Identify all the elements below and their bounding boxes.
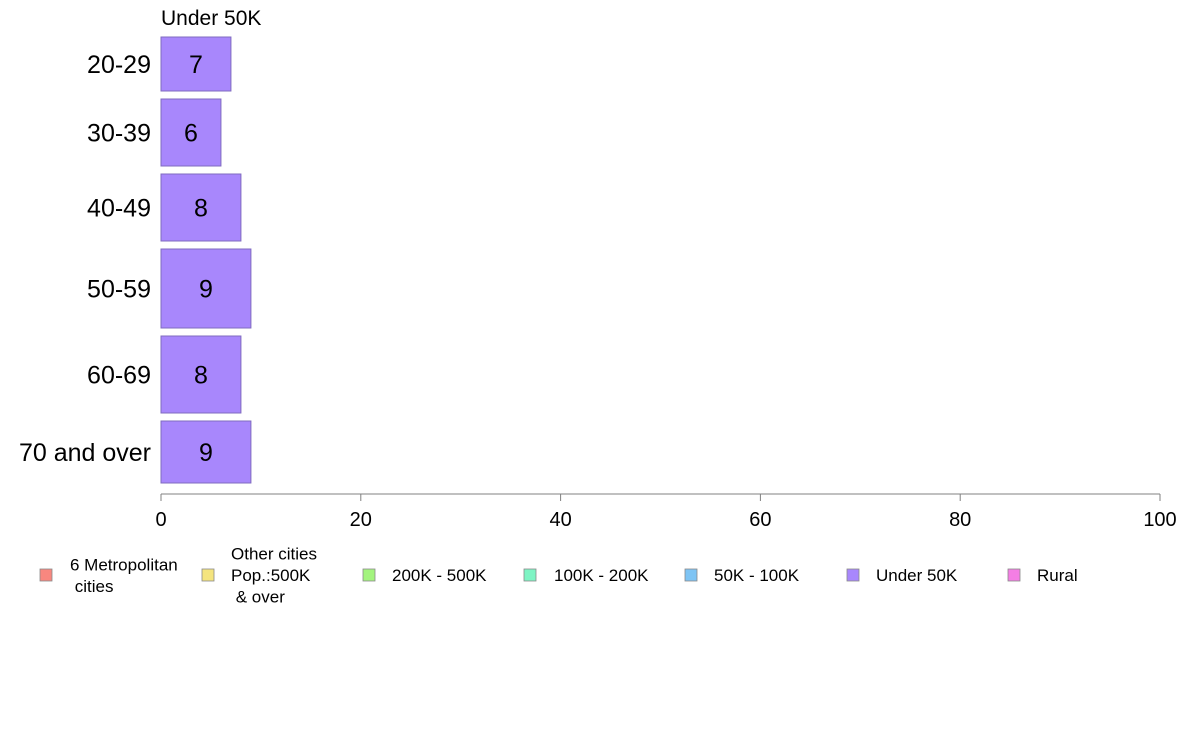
x-tick-label: 100 — [1143, 509, 1176, 531]
bar — [160, 173, 242, 242]
legend-label: Rural — [1037, 566, 1078, 585]
bar — [160, 98, 222, 167]
category-label: 20-29 — [87, 51, 151, 79]
legend-swatch — [362, 568, 376, 582]
x-tick-label: 60 — [749, 509, 771, 531]
bar-value-label: 9 — [199, 276, 213, 304]
bar — [160, 420, 252, 484]
bar-value-label: 9 — [199, 439, 213, 467]
category-label: 60-69 — [87, 362, 151, 390]
x-tick-label: 80 — [949, 509, 971, 531]
panel-title: Under 50K — [161, 7, 261, 30]
legend-swatch — [523, 568, 537, 582]
legend-label: 100K - 200K — [554, 566, 649, 585]
legend-label: Other cities Pop.:500K & over — [231, 545, 317, 607]
bars-layer: 7 20-29 6 30-39 8 40-49 9 50-59 8 60-69 9 70 and ov… — [19, 36, 252, 484]
bar-value-label: 6 — [184, 120, 198, 148]
bar — [160, 335, 242, 414]
legend-label: 200K - 500K — [392, 566, 487, 585]
bar-value-label: 8 — [194, 362, 208, 390]
legend-label: 6 Metropolitan cities — [70, 555, 178, 596]
x-tick-label: 0 — [155, 509, 166, 531]
bar — [160, 36, 232, 92]
legend-swatch — [39, 568, 53, 582]
x-tick-label: 20 — [350, 509, 372, 531]
bar — [160, 248, 252, 329]
legend-swatch — [684, 568, 698, 582]
category-label: 40-49 — [87, 195, 151, 223]
x-tick-label: 40 — [549, 509, 571, 531]
x-axis: 0 20 40 60 80 100 — [155, 493, 1177, 531]
legend-swatch — [201, 568, 215, 582]
legend-label: Under 50K — [876, 566, 958, 585]
category-label: 50-59 — [87, 276, 151, 304]
bar-value-label: 8 — [194, 195, 208, 223]
legend: 6 Metropolitan cities Other cities Pop.:50… — [39, 545, 1078, 607]
legend-swatch — [846, 568, 860, 582]
legend-swatch — [1007, 568, 1021, 582]
legend-label: 50K - 100K — [714, 566, 800, 585]
category-label: 70 and over — [19, 439, 151, 467]
bar-value-label: 7 — [189, 51, 203, 79]
category-label: 30-39 — [87, 120, 151, 148]
